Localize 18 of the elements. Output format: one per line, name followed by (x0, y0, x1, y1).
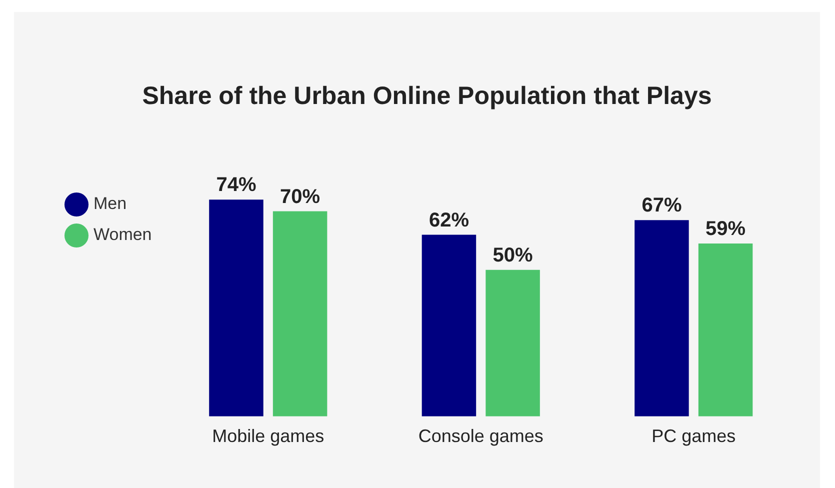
data-label: 74% (216, 174, 256, 196)
chart-title: Share of the Urban Online Population that Plays (142, 82, 712, 110)
bar (486, 270, 540, 416)
bar (698, 244, 753, 416)
data-label: 59% (706, 218, 746, 240)
bar (422, 234, 476, 416)
data-label: 70% (280, 186, 320, 208)
legend-label: Women (94, 225, 152, 244)
data-label: 50% (492, 244, 534, 266)
x-tick-label: Mobile games (212, 426, 324, 446)
x-tick-label: PC games (652, 426, 736, 446)
bar (209, 200, 264, 416)
x-tick-label: Console games (418, 426, 544, 446)
legend-label: Men (94, 194, 127, 214)
data-label: 67% (642, 194, 682, 217)
bar (634, 220, 689, 416)
data-label: 62% (428, 209, 470, 232)
bar (272, 211, 328, 416)
